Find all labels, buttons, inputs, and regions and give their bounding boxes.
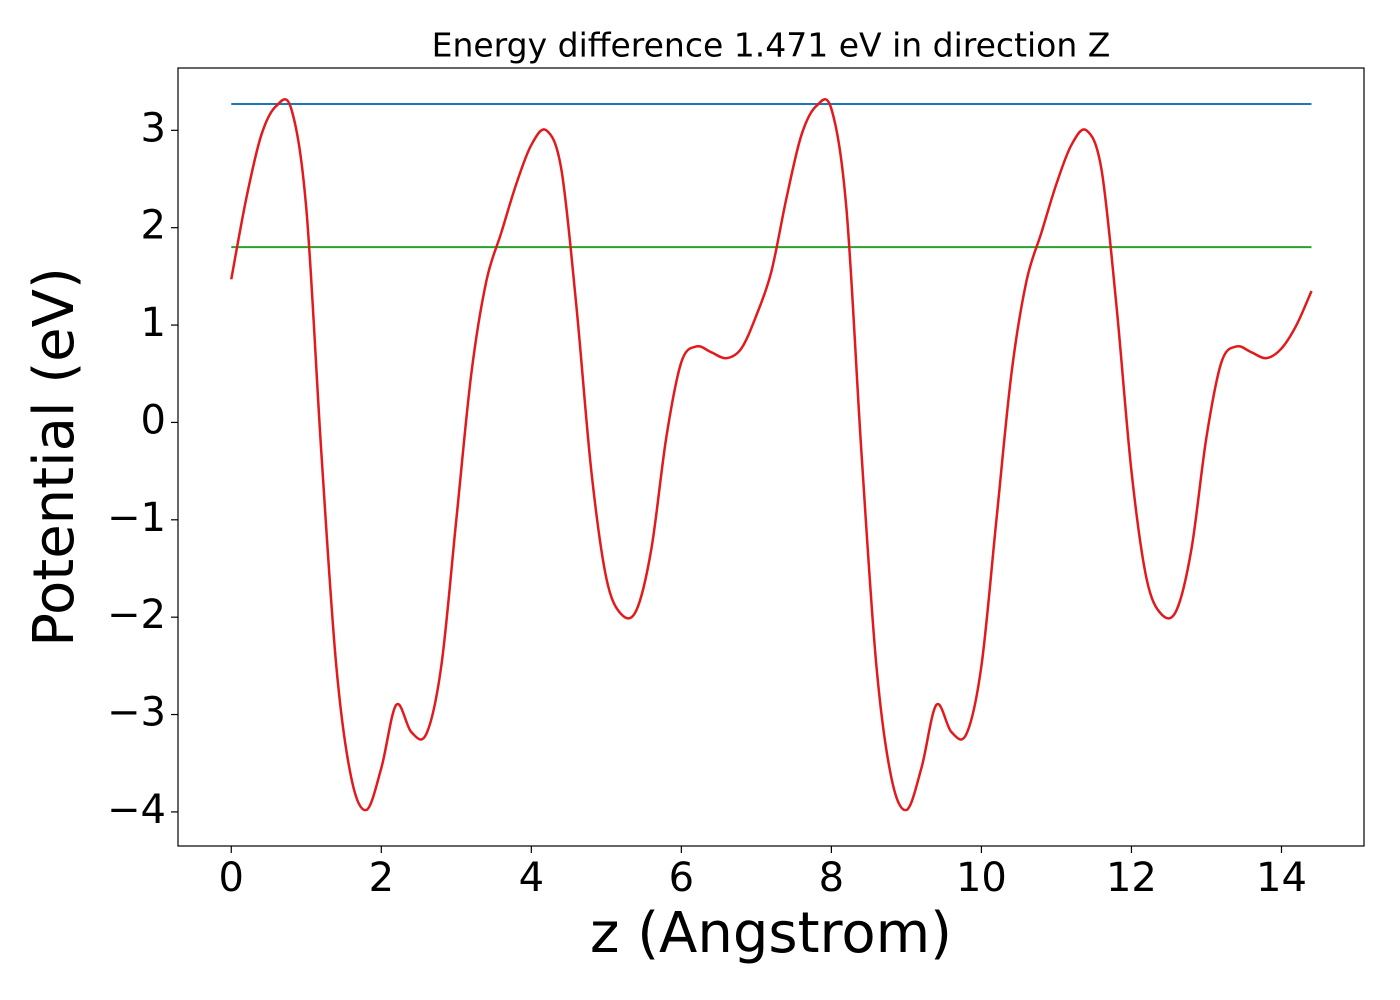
y-tick-label: −4 [107,787,166,833]
x-axis-label: z (Angstrom) [590,901,952,966]
y-tick-label: 2 [141,203,166,249]
data-line [230,98,1313,812]
x-tick-label: 14 [1256,855,1307,901]
y-axis-label: Potential (eV) [22,267,87,647]
plot-frame [177,67,1365,847]
x-tick-label: 10 [956,855,1007,901]
x-tick-label: 8 [819,855,844,901]
x-tick-label: 0 [219,855,244,901]
y-tick-label: −3 [107,690,166,736]
chart-title: Energy difference 1.471 eV in direction … [432,26,1111,65]
x-tick-label: 12 [1106,855,1157,901]
x-tick-label: 2 [369,855,394,901]
x-tick-label: 4 [519,855,544,901]
y-tick-label: −1 [107,495,166,541]
y-tick-label: −2 [107,592,166,638]
y-tick-label: 1 [141,300,166,346]
y-tick-label: 3 [141,105,166,151]
y-tick-label: 0 [141,397,166,443]
x-tick-label: 6 [669,855,694,901]
